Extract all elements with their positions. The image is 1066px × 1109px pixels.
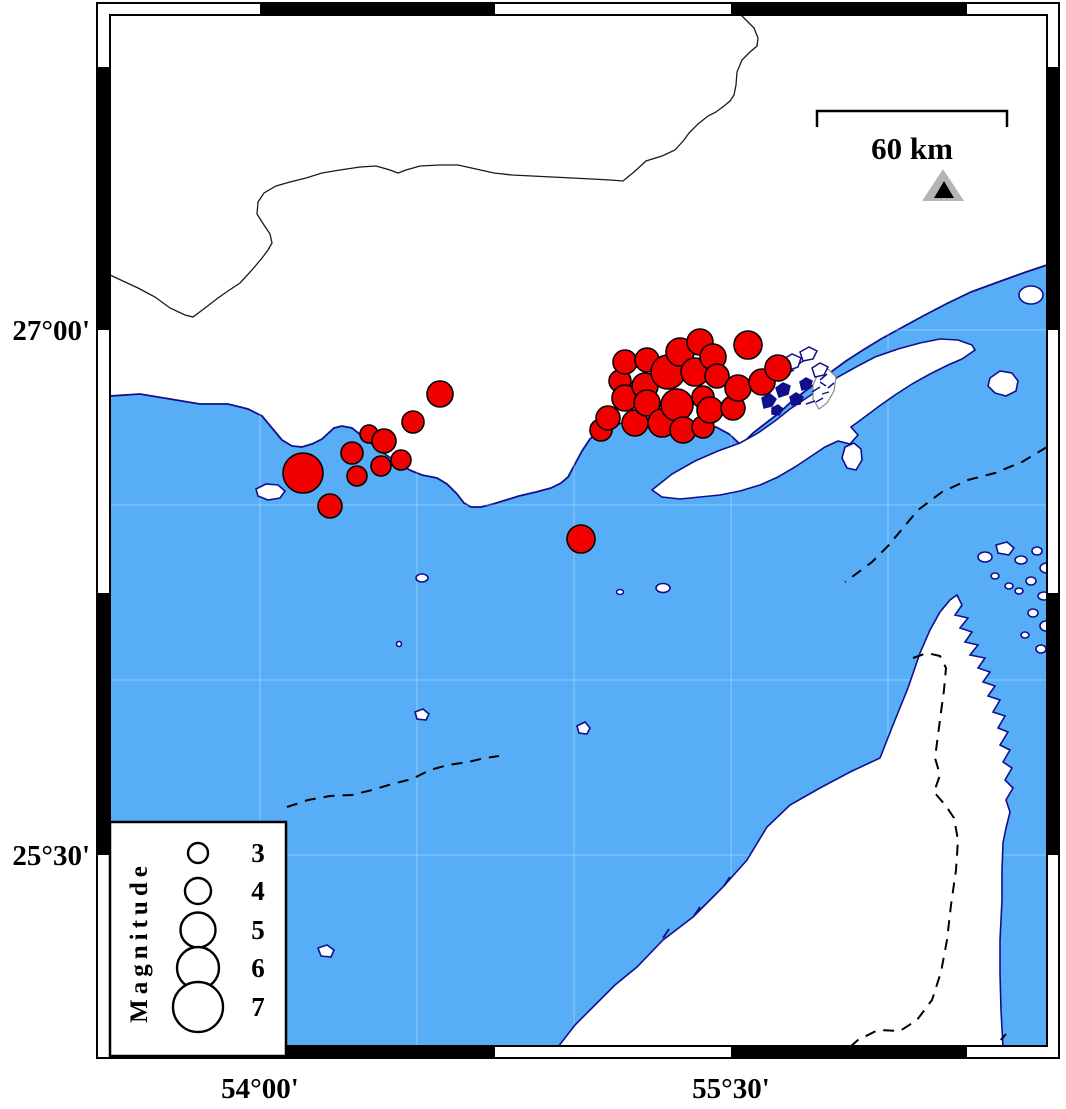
earthquake-marker [724, 374, 752, 402]
scale-bar-label: 60 km [871, 131, 953, 166]
inland-boundary-line [110, 15, 759, 318]
earthquake-marker [426, 380, 454, 408]
ytick-label-25-30: 25°30' [12, 840, 90, 872]
legend-circle [186, 841, 210, 865]
earthquake-marker [401, 410, 425, 434]
earthquake-marker [371, 428, 397, 454]
earthquake-markers [282, 328, 792, 554]
legend-entries: 3 4 5 6 7 [171, 838, 265, 1034]
map-content [110, 15, 1047, 1046]
earthquake-marker [612, 349, 638, 375]
earthquake-marker [764, 354, 792, 382]
earthquake-marker [390, 449, 412, 471]
legend-magnitude-label: 6 [251, 953, 265, 983]
legend-circle [179, 911, 217, 949]
ytick-label-27-00: 27°00' [12, 315, 90, 347]
lagoon-channels [819, 381, 830, 395]
qeshm-island [650, 338, 977, 500]
earthquake-marker [370, 455, 392, 477]
earthquake-marker [566, 524, 596, 554]
islands [255, 285, 1047, 958]
earthquake-marker [282, 452, 324, 494]
qeshm-lagoon [812, 368, 837, 410]
legend-magnitude-label: 3 [251, 838, 265, 868]
fjord-islands [977, 541, 1047, 654]
legend-circle [171, 980, 225, 1034]
axis-labels: 27°00' 25°30' 54°00' 55°30' [12, 315, 769, 1105]
dashed-boundaries [286, 446, 1047, 1046]
earthquake-marker [696, 396, 724, 424]
legend-circle [183, 876, 213, 906]
peninsula-coast-inlets [662, 876, 731, 939]
scale-bar: 60 km [815, 109, 1009, 166]
mangrove-tidal-flats [761, 346, 835, 416]
station-triangle-icon [922, 169, 964, 201]
earthquake-marker [704, 363, 730, 389]
magnitude-legend: Magnitude 3 4 5 6 7 [108, 820, 288, 1058]
earthquake-marker [346, 465, 368, 487]
legend-title: Magnitude [126, 861, 153, 1023]
earthquake-marker [733, 330, 763, 360]
earthquake-marker [660, 388, 694, 422]
earthquake-marker [340, 441, 364, 465]
xtick-label-54-00: 54°00' [221, 1073, 299, 1105]
legend-magnitude-label: 7 [251, 992, 265, 1022]
earthquake-marker [595, 405, 621, 431]
legend-magnitude-label: 5 [251, 915, 265, 945]
map-frame [96, 2, 1060, 1059]
earthquake-marker [633, 389, 661, 417]
musandam-peninsula [557, 593, 1015, 1046]
earthquake-marker [317, 493, 343, 519]
xtick-label-55-30: 55°30' [692, 1073, 770, 1105]
legend-magnitude-label: 4 [251, 876, 265, 906]
